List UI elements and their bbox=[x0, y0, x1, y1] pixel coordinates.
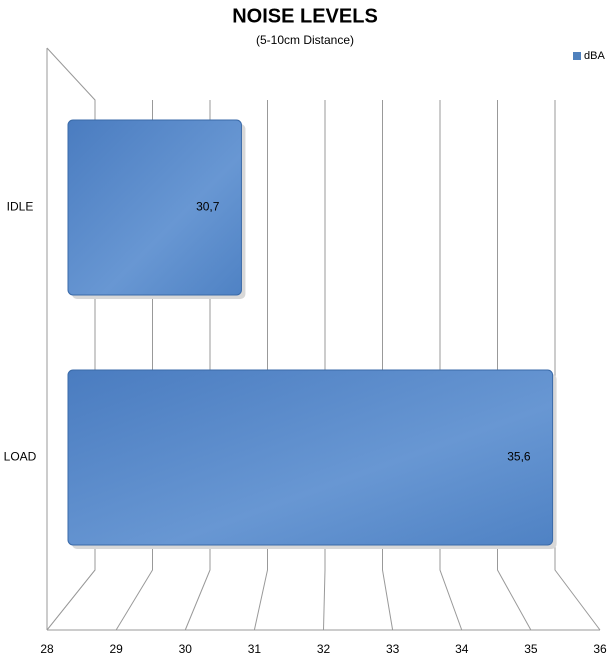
y-tick-label: LOAD bbox=[4, 450, 37, 464]
chart-title: NOISE LEVELS bbox=[232, 5, 378, 27]
grid-line bbox=[382, 100, 394, 631]
bar bbox=[67, 369, 554, 546]
legend-label: dBA bbox=[584, 50, 605, 62]
x-tick-label: 35 bbox=[524, 642, 538, 656]
x-tick-label: 32 bbox=[317, 642, 331, 656]
x-tick-label: 31 bbox=[248, 642, 262, 656]
value-label: 35,6 bbox=[507, 450, 531, 464]
grid-line bbox=[253, 100, 268, 631]
grid-line bbox=[439, 100, 463, 631]
bar bbox=[67, 119, 242, 296]
x-tick-label: 29 bbox=[109, 642, 123, 656]
x-tick-label: 28 bbox=[40, 642, 54, 656]
x-tick-label: 34 bbox=[455, 642, 469, 656]
legend-swatch bbox=[573, 52, 581, 60]
x-tick-label: 33 bbox=[386, 642, 400, 656]
grid-line bbox=[323, 100, 326, 631]
x-tick-label: 36 bbox=[593, 642, 607, 656]
grid-line bbox=[497, 100, 532, 631]
chart-subtitle: (5-10cm Distance) bbox=[256, 33, 354, 47]
grid-line bbox=[554, 100, 601, 631]
y-tick-label: IDLE bbox=[7, 200, 34, 214]
value-label: 30,7 bbox=[196, 200, 220, 214]
x-tick-label: 30 bbox=[179, 642, 193, 656]
